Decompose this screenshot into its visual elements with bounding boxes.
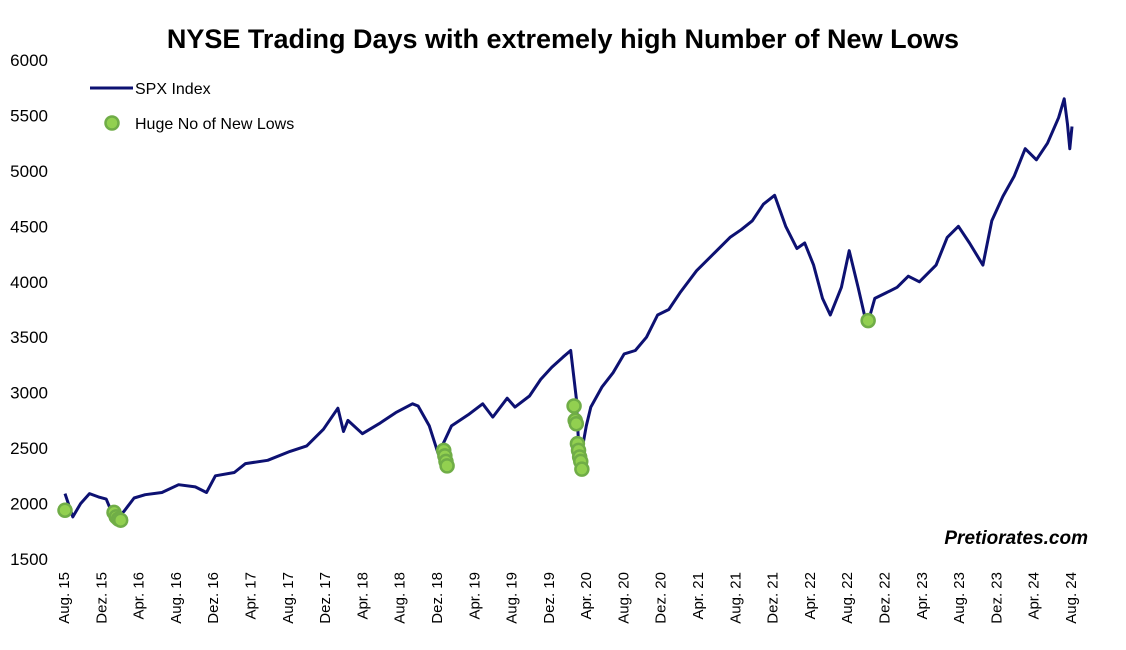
x-tick-label: Aug. 20 — [615, 572, 632, 624]
legend-spx-label: SPX Index — [135, 81, 211, 98]
x-tick-label: Aug. 16 — [168, 572, 185, 624]
new-low-marker — [568, 415, 585, 432]
y-tick-label: 5000 — [10, 162, 48, 181]
new-low-marker — [112, 512, 129, 528]
new-low-marker — [439, 458, 455, 474]
x-tick-label: Dez. 18 — [429, 572, 446, 624]
x-tick-label: Apr. 19 — [466, 572, 483, 620]
y-tick-label: 2000 — [10, 495, 48, 514]
x-tick-label: Dez. 17 — [317, 572, 334, 624]
new-low-marker — [860, 312, 876, 329]
x-tick-label: Dez. 15 — [93, 572, 110, 624]
y-axis: 1500 2000 2500 3000 3500 4000 4500 5000 5500 6000 — [10, 51, 48, 569]
x-tick-label: Dez. 19 — [541, 572, 558, 624]
x-tick-label: Dez. 16 — [205, 572, 222, 624]
legend: SPX Index Huge No of New Lows — [90, 81, 294, 133]
x-tick-label: Dez. 21 — [765, 572, 782, 624]
chart-title: NYSE Trading Days with extremely high Nu… — [167, 24, 959, 54]
y-tick-label: 4000 — [10, 273, 48, 292]
x-tick-label: Aug. 18 — [392, 572, 409, 624]
y-tick-label: 5500 — [10, 106, 48, 125]
legend-new-lows-swatch — [104, 115, 120, 131]
y-tick-label: 4500 — [10, 217, 48, 236]
x-tick-label: Apr. 16 — [131, 572, 148, 620]
new-lows-markers — [57, 312, 876, 528]
y-tick-label: 3000 — [10, 384, 48, 403]
spx-index-line — [63, 97, 1074, 521]
x-tick-label: Aug. 15 — [56, 572, 73, 624]
new-low-marker — [566, 398, 582, 414]
x-tick-label: Apr. 24 — [1026, 572, 1043, 620]
x-tick-label: Aug. 24 — [1063, 572, 1080, 624]
x-tick-label: Apr. 21 — [690, 572, 707, 620]
x-tick-label: Aug. 23 — [951, 572, 968, 624]
x-tick-label: Apr. 17 — [242, 572, 259, 620]
x-tick-label: Aug. 19 — [504, 572, 521, 624]
new-low-marker — [57, 502, 73, 518]
x-tick-label: Aug. 17 — [280, 572, 297, 624]
new-low-marker — [574, 461, 590, 477]
y-tick-label: 2500 — [10, 439, 48, 458]
y-tick-label: 6000 — [10, 51, 48, 70]
x-tick-label: Dez. 20 — [653, 572, 670, 624]
x-tick-label: Apr. 18 — [354, 572, 371, 620]
x-tick-label: Aug. 22 — [839, 572, 856, 624]
y-tick-label: 3500 — [10, 328, 48, 347]
legend-new-lows-label: Huge No of New Lows — [135, 116, 294, 133]
x-tick-label: Dez. 23 — [988, 572, 1005, 624]
x-tick-label: Apr. 22 — [802, 572, 819, 620]
x-tick-label: Aug. 21 — [727, 572, 744, 624]
x-tick-label: Dez. 22 — [877, 572, 894, 624]
watermark: Pretiorates.com — [944, 528, 1088, 549]
x-tick-label: Apr. 23 — [914, 572, 931, 620]
y-tick-label: 1500 — [10, 550, 48, 569]
x-axis: Aug. 15 Dez. 15 Apr. 16 Aug. 16 Dez. 16 Apr. … — [56, 572, 1080, 624]
x-tick-label: Apr. 20 — [578, 572, 595, 620]
